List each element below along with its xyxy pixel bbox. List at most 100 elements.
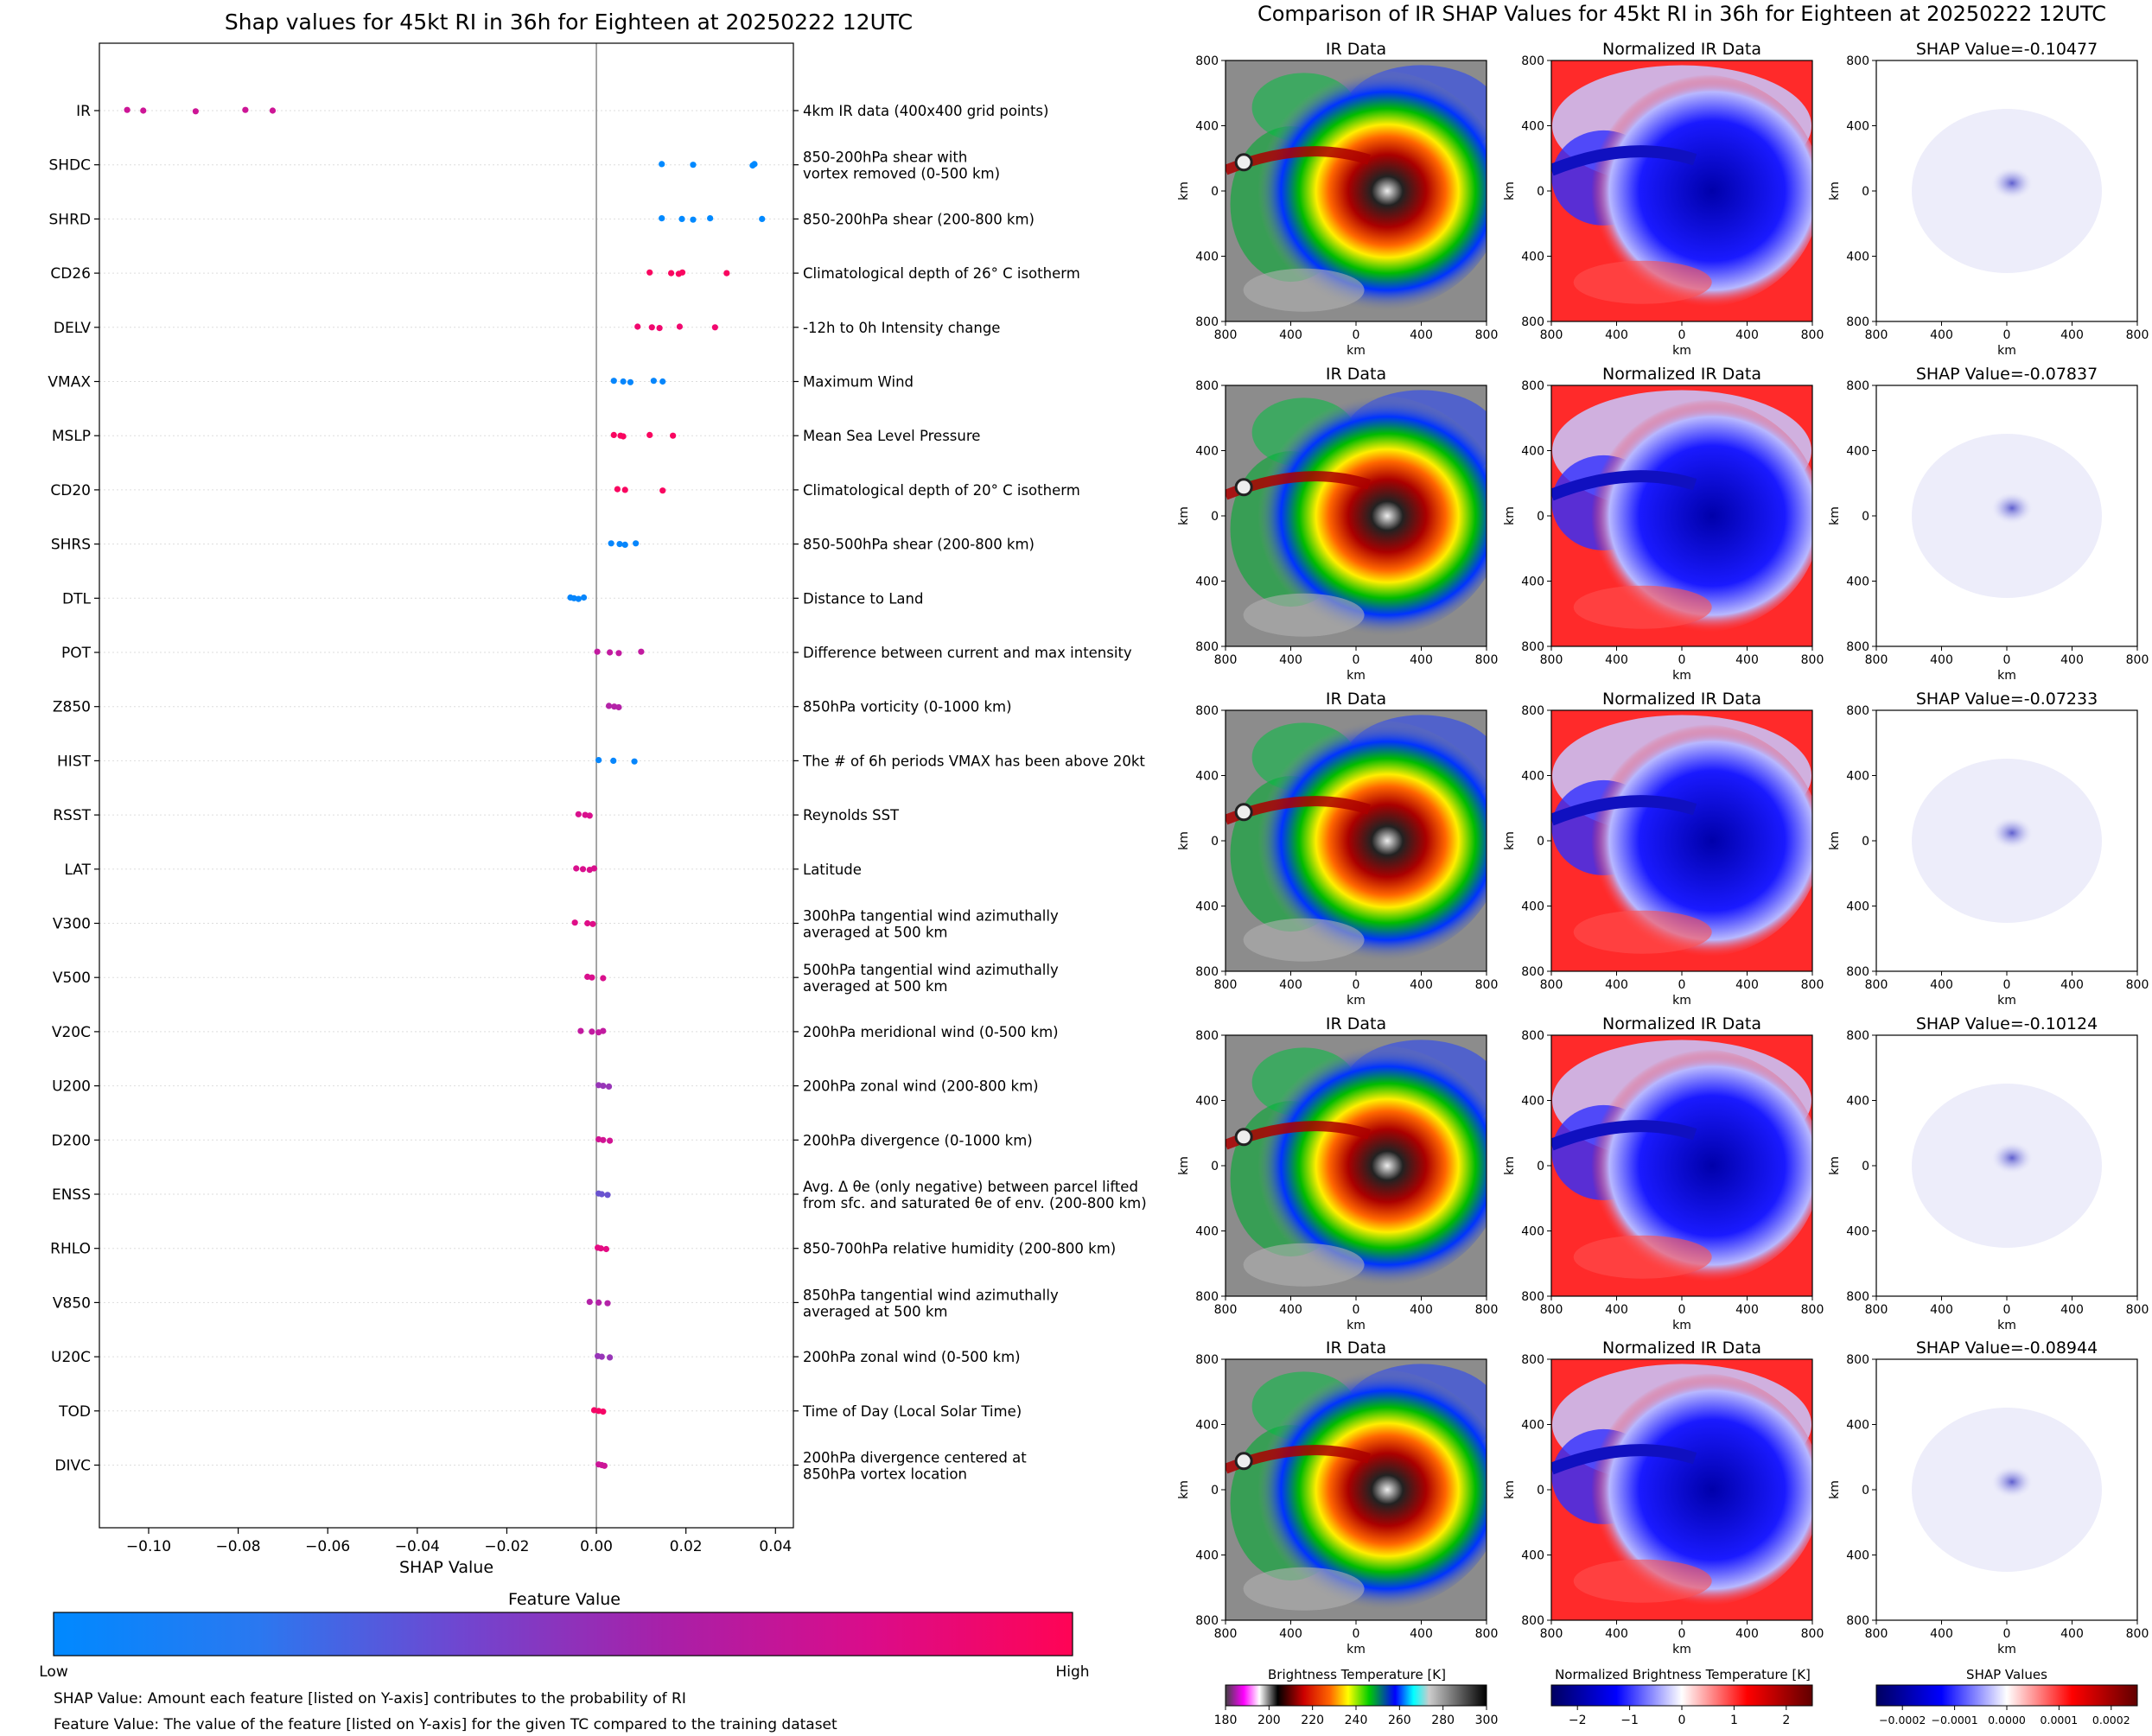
y-axis-label: km bbox=[1177, 831, 1191, 850]
x-tick-label: 400 bbox=[1279, 1627, 1302, 1641]
feature-description: 200hPa zonal wind (0-500 km) bbox=[803, 1349, 1021, 1365]
feature-description: 850hPa vorticity (0-1000 km) bbox=[803, 699, 1012, 715]
y-tick-label: 800 bbox=[1521, 1029, 1544, 1043]
shap-point bbox=[573, 865, 580, 872]
x-tick-label: 800 bbox=[1540, 328, 1563, 342]
x-tick-label: 400 bbox=[1279, 328, 1302, 342]
y-tick-label: 0 bbox=[1537, 1484, 1544, 1498]
note-shap-value: SHAP Value: Amount each feature [listed … bbox=[54, 1690, 686, 1707]
shap-point bbox=[586, 812, 593, 819]
norm-colorbar-title: Normalized Brightness Temperature [K] bbox=[1555, 1667, 1811, 1682]
y-tick-label: 0 bbox=[1537, 510, 1544, 524]
norm-panel-title: Normalized IR Data bbox=[1602, 365, 1761, 384]
x-tick-label: 800 bbox=[1475, 1303, 1499, 1317]
shap-point bbox=[600, 1027, 607, 1034]
shap-point bbox=[678, 269, 686, 276]
y-tick-label: 400 bbox=[1521, 1095, 1544, 1109]
left-title: Shap values for 45kt RI in 36h for Eight… bbox=[225, 10, 913, 35]
x-tick-label: 400 bbox=[1410, 978, 1433, 992]
x-tick-label: −0.04 bbox=[395, 1538, 440, 1555]
shap-point bbox=[586, 1299, 593, 1306]
y-tick-label: 800 bbox=[1846, 1029, 1869, 1043]
y-tick-label: 400 bbox=[1846, 1549, 1869, 1563]
x-tick-label: 800 bbox=[1475, 1627, 1499, 1641]
x-tick-label: 400 bbox=[1605, 653, 1628, 667]
shap-point bbox=[590, 865, 598, 872]
shap-point bbox=[690, 216, 697, 223]
shap-point bbox=[597, 1245, 604, 1252]
ir-panel-title: IR Data bbox=[1326, 1339, 1386, 1358]
norm-colorbar bbox=[1550, 1684, 1813, 1707]
y-axis-label: km bbox=[1503, 1156, 1517, 1175]
shap-point bbox=[600, 975, 607, 982]
y-axis-label: km bbox=[1503, 181, 1517, 200]
shap-point bbox=[631, 758, 638, 765]
x-tick-label: −0.10 bbox=[126, 1538, 171, 1555]
shap-panel-title: SHAP Value=-0.10477 bbox=[1916, 40, 2098, 59]
shap-point bbox=[615, 650, 622, 657]
y-tick-label: 800 bbox=[1195, 1614, 1219, 1628]
colorbar-tick-label: −2 bbox=[1569, 1714, 1587, 1727]
x-tick-label: 400 bbox=[1410, 1303, 1433, 1317]
feature-code-label: VMAX bbox=[48, 374, 91, 391]
x-tick-label: −0.06 bbox=[305, 1538, 350, 1555]
shap-point bbox=[659, 215, 665, 222]
y-tick-label: 400 bbox=[1195, 120, 1219, 134]
x-tick-label: 400 bbox=[2060, 978, 2084, 992]
shap-point bbox=[610, 757, 617, 765]
x-tick-label: 800 bbox=[1214, 1303, 1238, 1317]
x-tick-label: 400 bbox=[2060, 1627, 2084, 1641]
shap-point bbox=[676, 323, 684, 330]
feature-code-label: HIST bbox=[57, 753, 92, 770]
x-tick-label: 400 bbox=[1410, 328, 1433, 342]
x-tick-label: 0 bbox=[2003, 1627, 2011, 1641]
x-tick-label: −0.02 bbox=[484, 1538, 529, 1555]
shap-point bbox=[601, 1462, 608, 1469]
shap-point bbox=[751, 161, 758, 168]
feature-code-label: DIVC bbox=[54, 1458, 91, 1475]
shap-image bbox=[1876, 1359, 2137, 1620]
x-axis-label: km bbox=[1672, 669, 1691, 683]
y-tick-label: 800 bbox=[1521, 54, 1544, 68]
feature-code-label: U20C bbox=[51, 1349, 91, 1366]
x-tick-label: 800 bbox=[1475, 978, 1499, 992]
x-tick-label: 400 bbox=[1930, 328, 1953, 342]
y-tick-label: 400 bbox=[1521, 1549, 1544, 1563]
y-tick-label: 800 bbox=[1195, 965, 1219, 979]
feature-description: Climatological depth of 26° C isotherm bbox=[803, 265, 1080, 282]
x-tick-label: 0 bbox=[2003, 328, 2011, 342]
x-tick-label: 400 bbox=[1605, 328, 1628, 342]
feature-description: Time of Day (Local Solar Time) bbox=[802, 1403, 1022, 1420]
feature-description: 300hPa tangential wind azimuthally bbox=[803, 908, 1059, 925]
y-tick-label: 400 bbox=[1195, 1419, 1219, 1433]
x-tick-label: 0 bbox=[1678, 1303, 1686, 1317]
x-tick-label: 400 bbox=[1410, 653, 1433, 667]
norm-image bbox=[1551, 1359, 1812, 1620]
x-tick-label: 400 bbox=[1930, 978, 1953, 992]
y-tick-label: 0 bbox=[1862, 1484, 1869, 1498]
feature-description: averaged at 500 km bbox=[803, 925, 947, 941]
norm-image bbox=[1551, 710, 1812, 971]
y-tick-label: 0 bbox=[1537, 835, 1544, 849]
norm-panel-title: Normalized IR Data bbox=[1602, 1339, 1761, 1358]
y-tick-label: 800 bbox=[1521, 640, 1544, 654]
ir-panel-title: IR Data bbox=[1326, 690, 1386, 709]
ir-panel-title: IR Data bbox=[1326, 365, 1386, 384]
shap-point bbox=[614, 486, 621, 493]
colorbar-tick-label: −0.0001 bbox=[1931, 1714, 1977, 1726]
x-axis-label: km bbox=[1347, 1319, 1366, 1332]
x-axis-label: km bbox=[1997, 344, 2016, 358]
x-tick-label: 800 bbox=[1540, 1627, 1563, 1641]
shap-point bbox=[598, 1353, 605, 1360]
y-axis-label: km bbox=[1828, 181, 1842, 200]
shap-point bbox=[616, 541, 623, 548]
feature-description: Reynolds SST bbox=[803, 807, 900, 823]
x-tick-label: 800 bbox=[1214, 328, 1238, 342]
y-axis-label: km bbox=[1177, 1156, 1191, 1175]
feature-description: Mean Sea Level Pressure bbox=[803, 428, 980, 444]
y-tick-label: 400 bbox=[1846, 900, 1869, 914]
y-tick-label: 0 bbox=[1862, 185, 1869, 199]
shap-point bbox=[600, 1083, 607, 1090]
